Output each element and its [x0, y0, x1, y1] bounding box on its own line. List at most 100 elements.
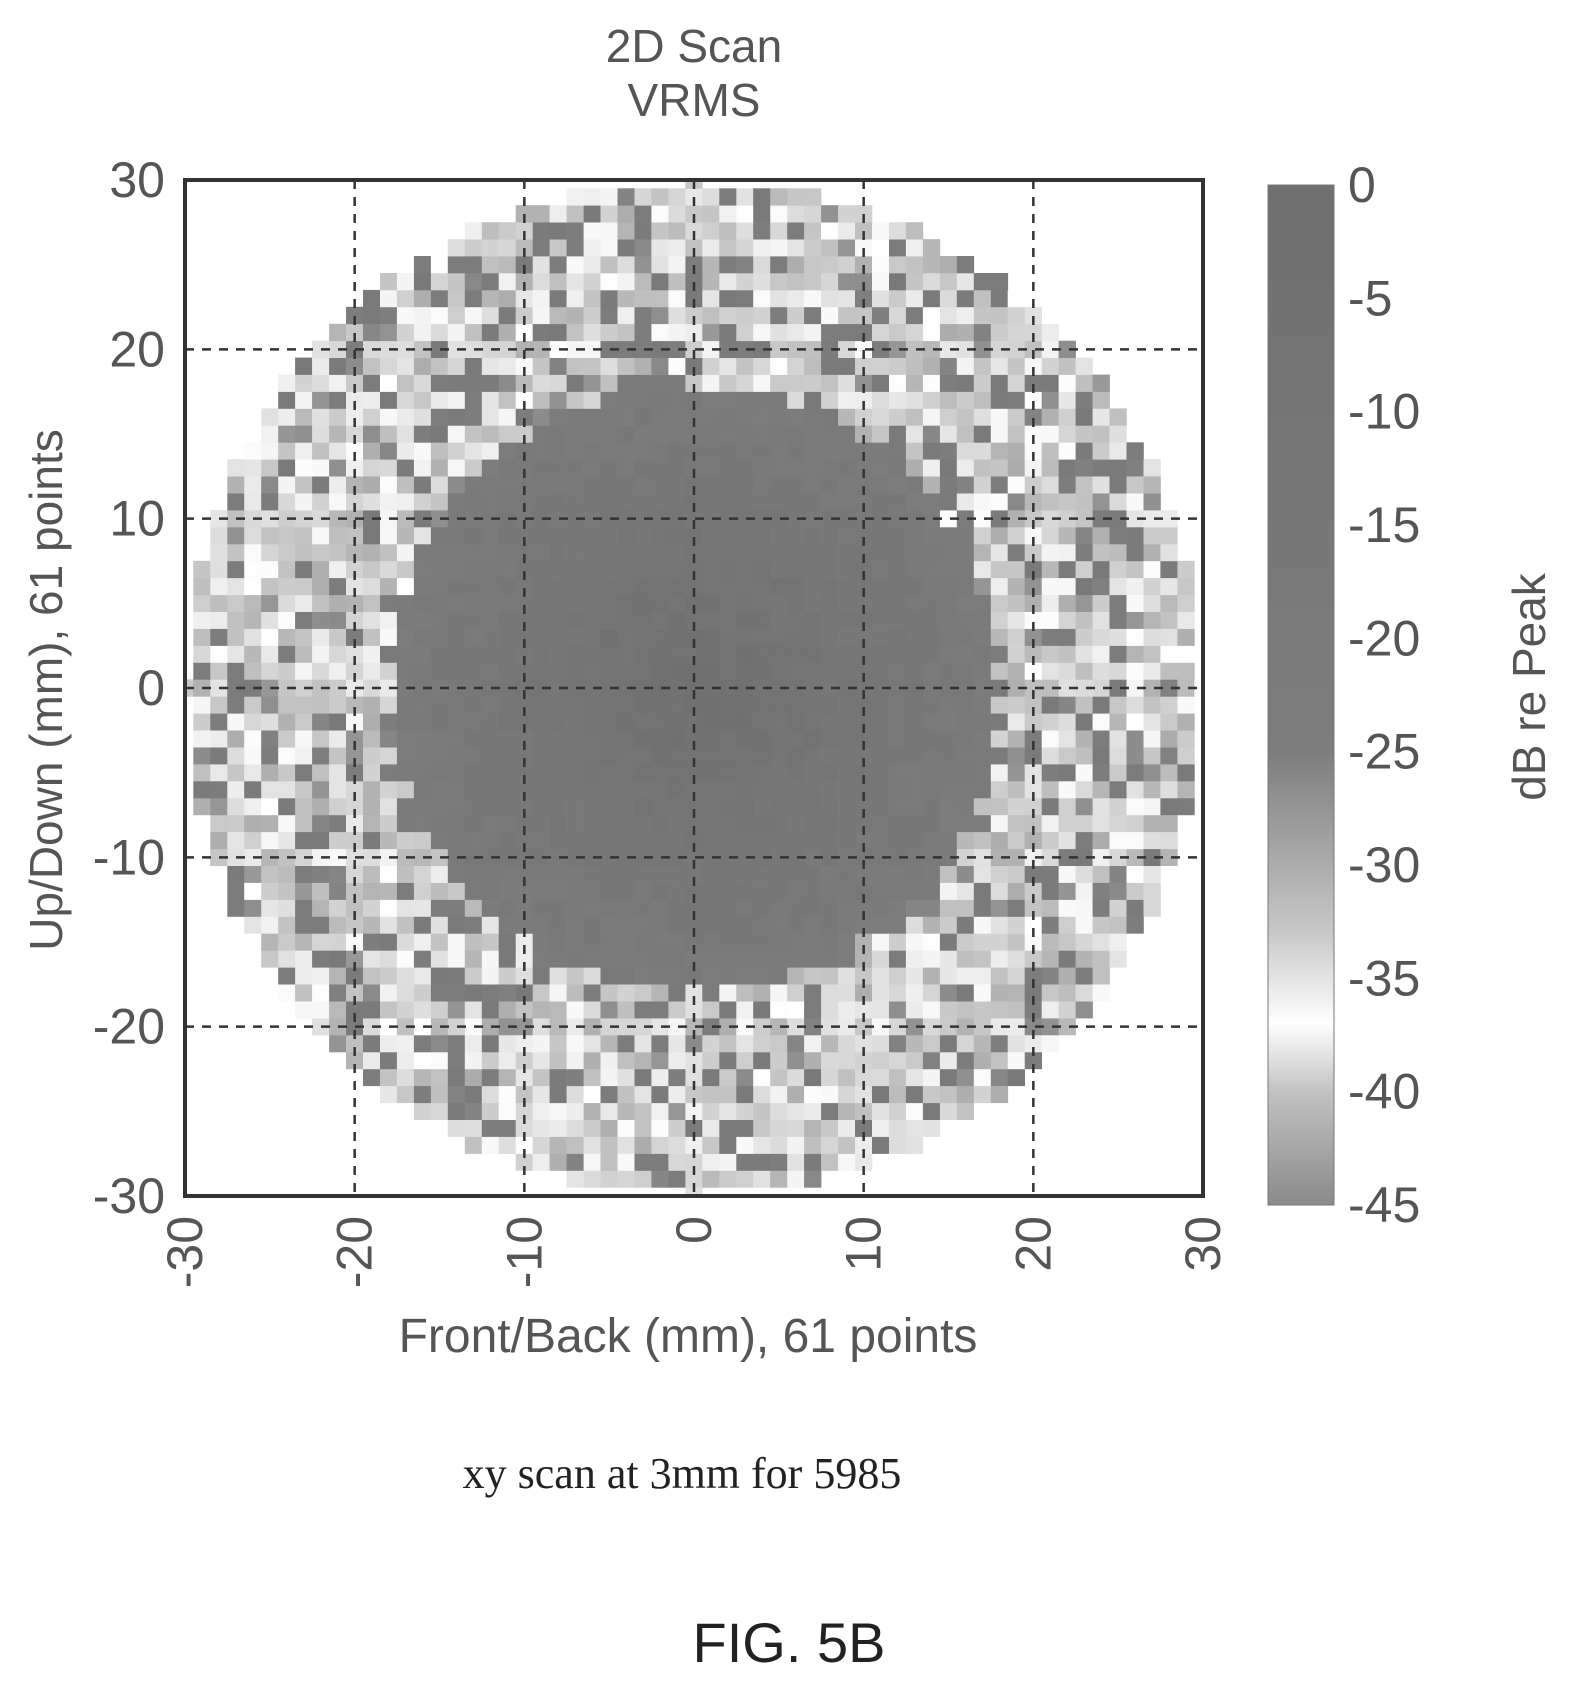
heatmap-cell [532, 493, 550, 511]
heatmap-cell [651, 306, 669, 325]
heatmap-cell [922, 273, 941, 291]
heatmap-cell [210, 577, 228, 596]
heatmap-cell [1075, 984, 1093, 1002]
heatmap-cell [498, 1051, 516, 1070]
heatmap-cell [583, 594, 601, 612]
heatmap-cell [939, 273, 958, 291]
heatmap-cell [278, 543, 296, 562]
heatmap-cell [498, 425, 516, 443]
heatmap-cell [210, 781, 228, 799]
heatmap-cell [804, 781, 822, 799]
heatmap-cell [719, 831, 737, 850]
heatmap-cell [244, 527, 262, 545]
heatmap-cell [889, 408, 907, 426]
heatmap-cell [515, 1153, 533, 1171]
heatmap-cell [872, 916, 890, 934]
heatmap-cell [380, 391, 398, 409]
heatmap-cell [549, 391, 567, 409]
heatmap-cell [481, 594, 500, 612]
heatmap-cell [753, 273, 771, 291]
heatmap-cell [363, 984, 381, 1002]
heatmap-cell [549, 967, 567, 985]
heatmap-cell [1041, 764, 1059, 782]
heatmap-cell [278, 493, 296, 511]
heatmap-cell [413, 289, 432, 308]
heatmap-cell [770, 306, 788, 325]
heatmap-cell [329, 696, 347, 714]
heatmap-cell [312, 493, 330, 511]
heatmap-cell [413, 527, 432, 545]
heatmap-cell [872, 340, 890, 358]
heatmap-cell [1041, 340, 1059, 358]
heatmap-cell [363, 442, 381, 460]
heatmap-cell [922, 577, 941, 596]
heatmap-cell [753, 628, 771, 646]
heatmap-cell [515, 357, 533, 375]
heatmap-cell [1024, 882, 1042, 900]
heatmap-cell [617, 814, 635, 833]
heatmap-cell [1092, 781, 1110, 799]
heatmap-cell [939, 289, 958, 308]
heatmap-cell [702, 1102, 720, 1120]
heatmap-cell [1109, 781, 1127, 799]
heatmap-cell [346, 510, 364, 528]
heatmap-cell [600, 1119, 618, 1137]
heatmap-cell [872, 1035, 890, 1053]
heatmap-cell [617, 916, 635, 934]
heatmap-cell [702, 357, 720, 375]
heatmap-cell [1126, 730, 1144, 748]
heatmap-cell [702, 222, 720, 240]
heatmap-cell [736, 781, 754, 799]
heatmap-cell [1024, 527, 1042, 545]
heatmap-cell [872, 476, 890, 494]
heatmap-cell [939, 459, 958, 477]
heatmap-cell [804, 543, 822, 562]
heatmap-cell [838, 1051, 856, 1070]
heatmap-cell [430, 1085, 449, 1104]
heatmap-cell [1160, 543, 1178, 562]
heatmap-cell [532, 340, 550, 358]
heatmap-cell [549, 831, 567, 850]
heatmap-cell [464, 696, 483, 714]
heatmap-cell [855, 1119, 873, 1137]
heatmap-cell [549, 747, 567, 765]
heatmap-cell [821, 594, 839, 612]
heatmap-cell [227, 713, 245, 731]
heatmap-cell [481, 560, 500, 579]
heatmap-cell [770, 1170, 788, 1188]
heatmap-cell [583, 984, 601, 1002]
heatmap-cell [295, 645, 313, 663]
heatmap-cell [804, 340, 822, 358]
heatmap-cell [1058, 984, 1076, 1002]
heatmap-cell [634, 1068, 652, 1087]
heatmap-cell [770, 560, 788, 579]
heatmap-cell [787, 1051, 805, 1070]
heatmap-cell [244, 476, 262, 494]
heatmap-cell [956, 543, 975, 562]
heatmap-cell [973, 510, 992, 528]
heatmap-cell [329, 577, 347, 596]
heatmap-cell [193, 730, 211, 748]
heatmap-cell [566, 645, 584, 663]
heatmap-cell [515, 323, 533, 342]
heatmap-cell [634, 645, 652, 663]
heatmap-cell [1007, 730, 1025, 748]
heatmap-cell [583, 323, 601, 342]
heatmap-cell [227, 476, 245, 494]
heatmap-cell [566, 323, 584, 342]
heatmap-cell [498, 256, 516, 274]
heatmap-cell [1075, 899, 1093, 917]
heatmap-cell [685, 1068, 703, 1087]
heatmap-cell [939, 391, 958, 409]
heatmap-cell [1041, 442, 1059, 460]
heatmap-cell [905, 560, 924, 579]
heatmap-cell [447, 1119, 466, 1137]
heatmap-cell [634, 391, 652, 409]
heatmap-cell [583, 1001, 601, 1019]
heatmap-cell [973, 662, 992, 680]
heatmap-cell [600, 1085, 618, 1104]
heatmap-cell [719, 543, 737, 562]
heatmap-cell [1160, 797, 1178, 816]
heatmap-cell [380, 730, 398, 748]
heatmap-cell [549, 1051, 567, 1070]
